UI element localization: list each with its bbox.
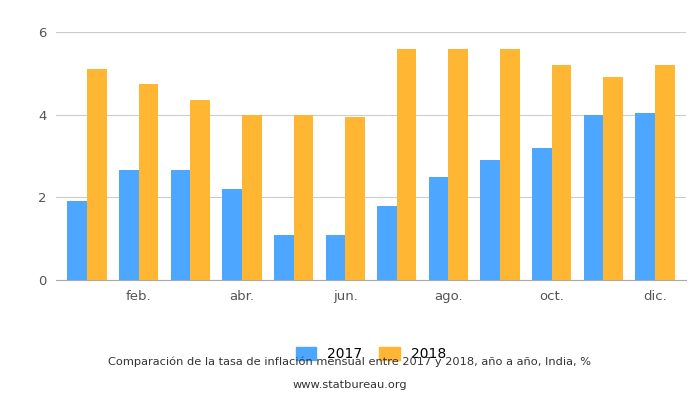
Bar	[449, 48, 468, 280]
Bar	[603, 78, 623, 280]
Text: www.statbureau.org: www.statbureau.org	[293, 380, 407, 390]
Bar	[500, 48, 519, 280]
Bar	[532, 148, 552, 280]
Bar	[119, 170, 139, 280]
Bar	[326, 234, 345, 280]
Legend: 2017, 2018: 2017, 2018	[290, 342, 452, 367]
Bar	[429, 177, 449, 280]
Bar	[223, 189, 242, 280]
Bar	[293, 115, 313, 280]
Bar	[636, 113, 655, 280]
Bar	[67, 202, 87, 280]
Bar	[139, 84, 158, 280]
Bar	[552, 65, 571, 280]
Bar	[480, 160, 500, 280]
Bar	[171, 170, 190, 280]
Bar	[584, 115, 603, 280]
Bar	[377, 206, 397, 280]
Bar	[87, 69, 106, 280]
Text: Comparación de la tasa de inflación mensual entre 2017 y 2018, año a año, India,: Comparación de la tasa de inflación mens…	[108, 357, 592, 367]
Bar	[242, 115, 262, 280]
Bar	[655, 65, 675, 280]
Bar	[190, 100, 210, 280]
Bar	[274, 234, 293, 280]
Bar	[345, 117, 365, 280]
Bar	[397, 48, 416, 280]
